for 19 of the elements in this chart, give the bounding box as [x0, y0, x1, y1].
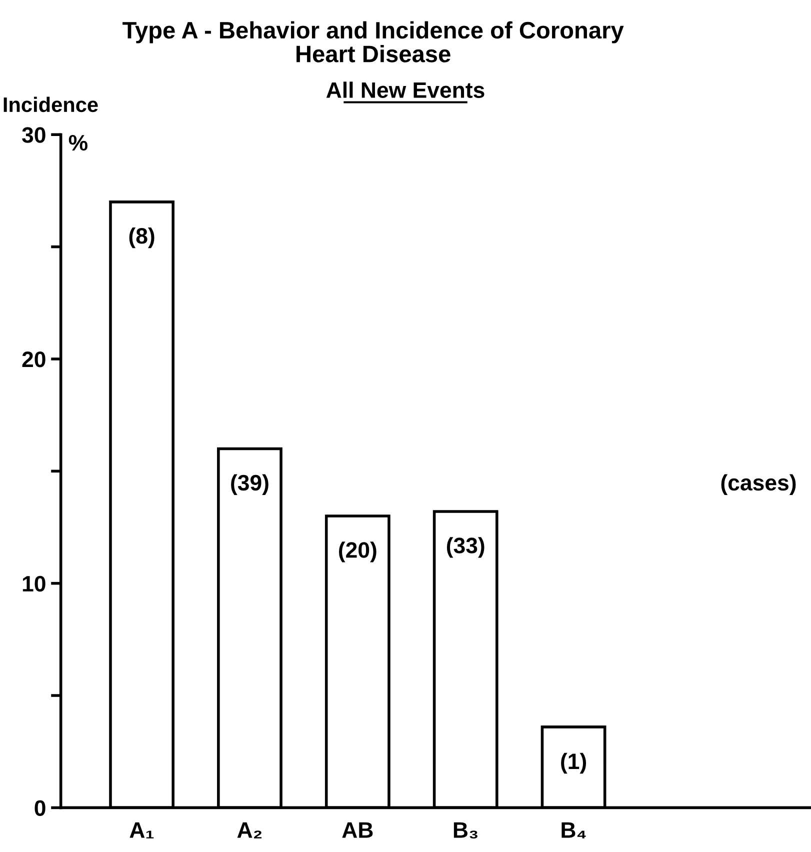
annotation: % — [68, 134, 88, 151]
x-tick-label: A₁ — [130, 822, 154, 838]
x-tick-label: A₂ — [237, 822, 262, 838]
text: (cases) — [721, 474, 796, 495]
chart-title: Type A - Behavior and Incidence of Coronary Heart Disease — [122, 21, 624, 62]
y-axis-title: Incidence — [4, 96, 98, 112]
annotation: (20) — [339, 542, 376, 562]
y-tick-label: 10 — [22, 576, 46, 592]
x-tick-label: B₄ — [562, 822, 586, 838]
x-tick-label: AB — [342, 822, 373, 838]
x-tick-label: B₃ — [454, 822, 478, 839]
chart-subtitle: All New Events — [326, 82, 484, 98]
annotation: (33) — [446, 537, 484, 558]
y-tick-label: 20 — [22, 352, 46, 368]
annotation: (39) — [231, 474, 268, 495]
y-tick-label: 30 — [22, 127, 46, 143]
annotation: (1) — [561, 752, 586, 774]
y-tick-label: 0 — [34, 800, 46, 816]
annotation: (8) — [129, 227, 154, 248]
